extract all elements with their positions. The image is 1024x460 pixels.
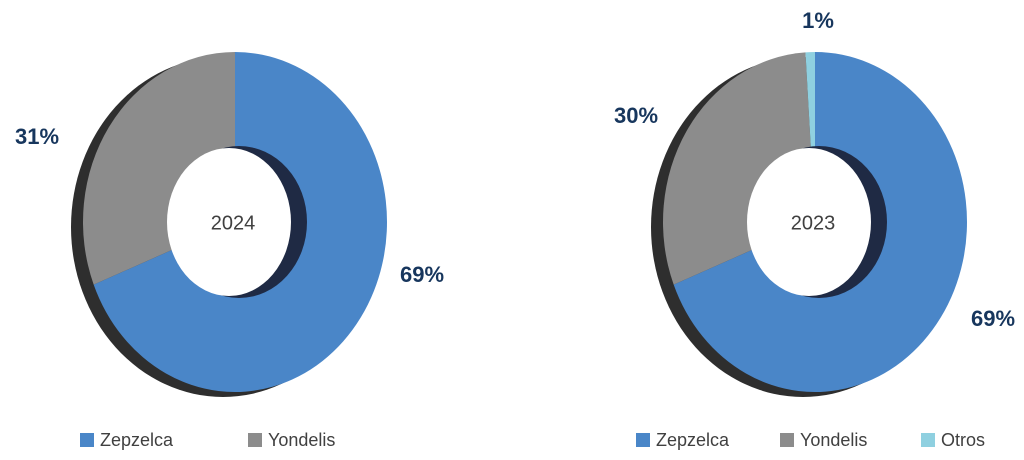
center-label: 2023 [791, 212, 836, 234]
value-label: 31% [15, 124, 59, 149]
value-label: 30% [614, 103, 658, 128]
legend-swatch [636, 433, 650, 447]
legend-swatch [80, 433, 94, 447]
donut-hole [167, 148, 291, 296]
legend-swatch [780, 433, 794, 447]
value-label: 69% [971, 306, 1015, 331]
value-label: 1% [802, 8, 834, 33]
legend-swatch [248, 433, 262, 447]
center-label: 2024 [211, 212, 256, 234]
legend-label: Yondelis [800, 430, 867, 450]
value-label: 69% [400, 262, 444, 287]
legend-label: Zepzelca [656, 430, 730, 450]
legend-label: Otros [941, 430, 985, 450]
legend-label: Yondelis [268, 430, 335, 450]
donut-hole [747, 148, 871, 296]
legend-label: Zepzelca [100, 430, 174, 450]
legend-swatch [921, 433, 935, 447]
